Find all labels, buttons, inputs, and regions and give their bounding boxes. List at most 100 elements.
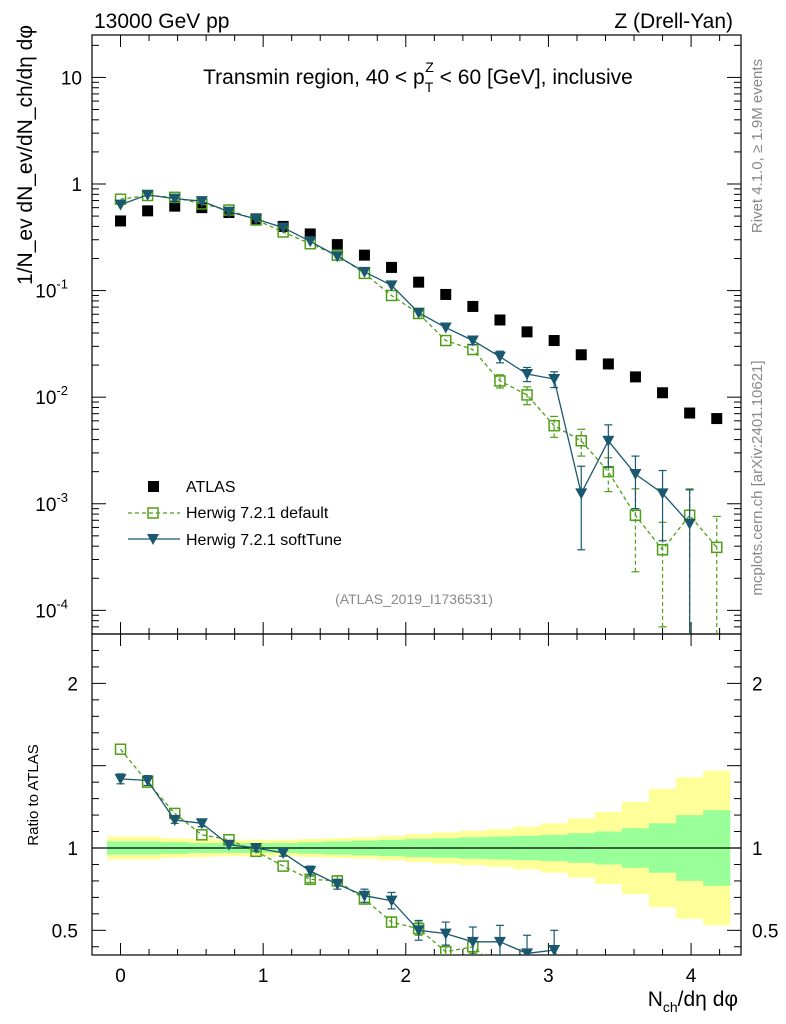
ratio-default-point (495, 963, 505, 973)
ratio-default-point (196, 829, 208, 841)
y-tick-base: 10 (35, 388, 56, 409)
ratio-softtune-point (168, 815, 181, 827)
softtune-point (304, 236, 317, 248)
legend-softtune-label: Herwig 7.2.1 softTune (186, 532, 342, 549)
ratio-default-point (603, 991, 613, 1001)
legend-default-label: Herwig 7.2.1 default (186, 505, 329, 522)
header-left: 13000 GeV pp (94, 10, 229, 33)
legend-softtune-marker (147, 534, 159, 545)
ratio-axes: 0 1 2 3 4 0.5 0.5 1 1 2 2 (52, 633, 778, 987)
xlabel: Nch/dη dφ (648, 988, 738, 1015)
softtune-point (331, 251, 344, 263)
default-point (494, 375, 506, 387)
softtune-point (195, 196, 208, 208)
xlabel-b: /dη dφ (678, 988, 738, 1011)
y-tick-label: 10-3 (35, 490, 68, 516)
y-tick-label: 10 (61, 68, 82, 89)
ratio-default-point (630, 999, 640, 1009)
ratio-y-tick-label-right: 0.5 (752, 921, 778, 942)
softtune-point (114, 199, 127, 211)
atlas-point (494, 314, 506, 326)
ratio-default-point (277, 860, 289, 872)
ratio-y-tick-label: 1 (67, 839, 78, 860)
softtune-point (168, 193, 181, 205)
ratio-softtune-point (304, 866, 317, 878)
default-point (385, 289, 398, 302)
ratio-softtune-point (629, 988, 641, 999)
atlas-point (304, 228, 316, 240)
ratio-default-point (576, 981, 586, 991)
ratio-softtune-point (358, 890, 371, 902)
ratio-softtune-point (412, 925, 425, 937)
atlas-point (548, 335, 560, 347)
softtune-point (521, 368, 534, 380)
softtune-point (493, 351, 506, 363)
ratio-default-point (114, 743, 127, 755)
atlas-point (169, 200, 181, 212)
softtune-point (602, 435, 615, 447)
atlas-point (142, 205, 154, 217)
ratio-softtune-point (114, 773, 127, 785)
main-series-line (120, 194, 718, 551)
ratio-default-point (522, 965, 532, 975)
y-tick-exp: -4 (56, 596, 68, 611)
atlas-point (629, 371, 641, 383)
main-title-sub: T (425, 79, 434, 95)
atlas-point (521, 326, 533, 338)
y-tick-base: 10 (35, 282, 56, 303)
mcplots-label: mcplots.cern.ch [arXiv:2401.10621] (749, 360, 766, 595)
x-tick-label: 1 (258, 966, 269, 987)
ratio-softtune-point (141, 775, 154, 787)
main-title-b: < 60 [GeV], inclusive (434, 66, 633, 89)
atlas-point (575, 349, 587, 361)
atlas-point (467, 300, 479, 312)
default-point (602, 465, 615, 478)
y-tick-label: 1 (71, 175, 82, 196)
main-title-a: Transmin region, 40 < p (203, 66, 425, 89)
y-tick-base: 1 (71, 175, 82, 196)
ratio-softtune-point (602, 976, 614, 987)
ratio-softtune-point (195, 818, 208, 830)
softtune-point (277, 222, 290, 234)
atlas-point (331, 239, 343, 251)
legend: ATLAS Herwig 7.2.1 default Herwig 7.2.1 … (128, 479, 342, 549)
ratio-softtune-point (250, 843, 263, 854)
x-tick-label: 4 (686, 966, 697, 987)
atlas-point (196, 202, 208, 214)
y-tick-exp: -1 (56, 277, 68, 292)
y-tick-exp: -2 (56, 383, 68, 398)
ratio-softtune-point (548, 945, 561, 955)
y-tick-base: 10 (35, 495, 56, 516)
softtune-point (575, 488, 588, 500)
ratio-softtune-point (575, 999, 587, 1010)
ratio-series (114, 743, 641, 1010)
ratio-softtune-point (222, 839, 235, 851)
softtune-point (141, 189, 154, 201)
ratio-series-line (120, 778, 558, 955)
xlabel-sub: ch (663, 999, 678, 1015)
header-right: Z (Drell-Yan) (614, 10, 733, 33)
ratio-softtune-point (439, 928, 452, 940)
atlas-point (602, 358, 614, 370)
xlabel-a: N (648, 988, 663, 1011)
default-point (656, 544, 669, 556)
atlas-point (413, 276, 425, 288)
main-title: Transmin region, 40 < pTZ < 60 [GeV], in… (203, 59, 633, 95)
atlas-point (684, 407, 696, 419)
main-series-line (120, 194, 691, 525)
ratio-frame (91, 633, 742, 956)
atlas-point (358, 249, 370, 261)
atlas-point (386, 261, 398, 273)
ratio-y-tick-label-right: 1 (752, 839, 763, 860)
y-tick-base: 10 (35, 601, 56, 622)
x-tick-label: 2 (401, 966, 412, 987)
atlas-point (711, 413, 723, 425)
x-tick-label: 3 (543, 966, 554, 987)
ratio-softtune-point (331, 879, 344, 891)
softtune-point (466, 335, 479, 347)
softtune-point (439, 322, 452, 334)
y-tick-label: 10-1 (35, 277, 68, 303)
default-point (548, 419, 560, 432)
